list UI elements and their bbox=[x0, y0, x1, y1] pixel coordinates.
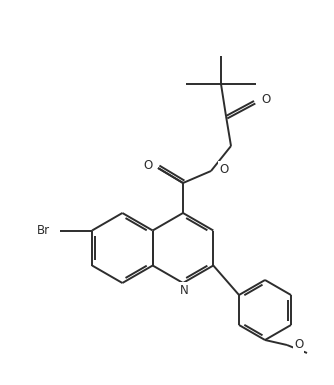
Text: Br: Br bbox=[37, 224, 50, 237]
Text: O: O bbox=[261, 92, 270, 105]
Text: O: O bbox=[294, 338, 303, 352]
Text: O: O bbox=[219, 162, 228, 176]
Text: O: O bbox=[144, 159, 153, 171]
Text: N: N bbox=[180, 283, 188, 296]
